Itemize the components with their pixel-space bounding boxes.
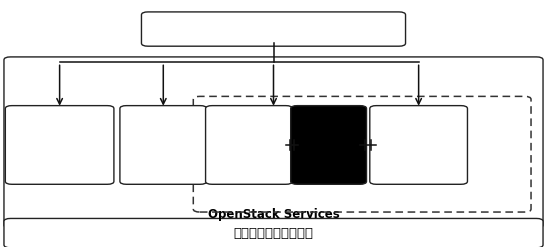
FancyBboxPatch shape [370, 106, 468, 184]
FancyBboxPatch shape [290, 106, 366, 184]
Text: 网络资源
（Neutron）: 网络资源 （Neutron） [220, 133, 278, 156]
FancyBboxPatch shape [4, 57, 543, 228]
Text: OpenStack Services: OpenStack Services [208, 208, 339, 220]
Text: 存储资源
（Cinder、Swift）: 存储资源 （Cinder、Swift） [18, 133, 102, 156]
FancyBboxPatch shape [206, 106, 292, 184]
Text: 基于SaaS的云平台应用: 基于SaaS的云平台应用 [223, 22, 324, 36]
Text: IPS
安全组件: IPS 安全组件 [316, 133, 342, 156]
FancyBboxPatch shape [4, 218, 543, 248]
FancyBboxPatch shape [142, 12, 405, 46]
FancyBboxPatch shape [120, 106, 207, 184]
Text: 平台服务器等硬件资源: 平台服务器等硬件资源 [234, 227, 313, 240]
Text: 可视化界面
（Dashboard）: 可视化界面 （Dashboard） [382, 133, 456, 156]
Text: 计算资源
（Nova）: 计算资源 （Nova） [142, 133, 184, 156]
FancyBboxPatch shape [5, 106, 114, 184]
